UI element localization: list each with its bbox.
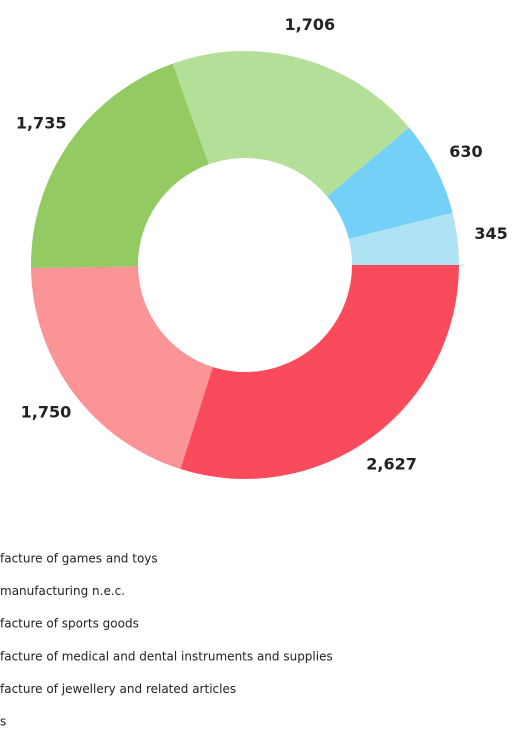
legend-label: facture of medical and dental instrument…	[0, 649, 333, 663]
value-label: 1,750	[21, 402, 72, 421]
legend-label: facture of jewellery and related article…	[0, 682, 236, 696]
value-label: 1,735	[16, 113, 67, 132]
donut-slice	[348, 212, 459, 265]
donut-slice	[172, 51, 410, 197]
value-label: 1,706	[285, 15, 336, 34]
legend-label: manufacturing n.e.c.	[0, 584, 125, 598]
legend-label: s	[0, 715, 6, 729]
donut-slice	[31, 266, 213, 470]
legend-label: facture of games and toys	[0, 552, 158, 566]
donut-slice	[180, 265, 459, 479]
value-label: 345	[474, 224, 507, 243]
legend-label: facture of sports goods	[0, 617, 139, 631]
donut-slice	[327, 127, 453, 239]
donut-slice	[31, 63, 209, 268]
value-label: 2,627	[366, 455, 417, 474]
value-label: 630	[449, 142, 482, 161]
